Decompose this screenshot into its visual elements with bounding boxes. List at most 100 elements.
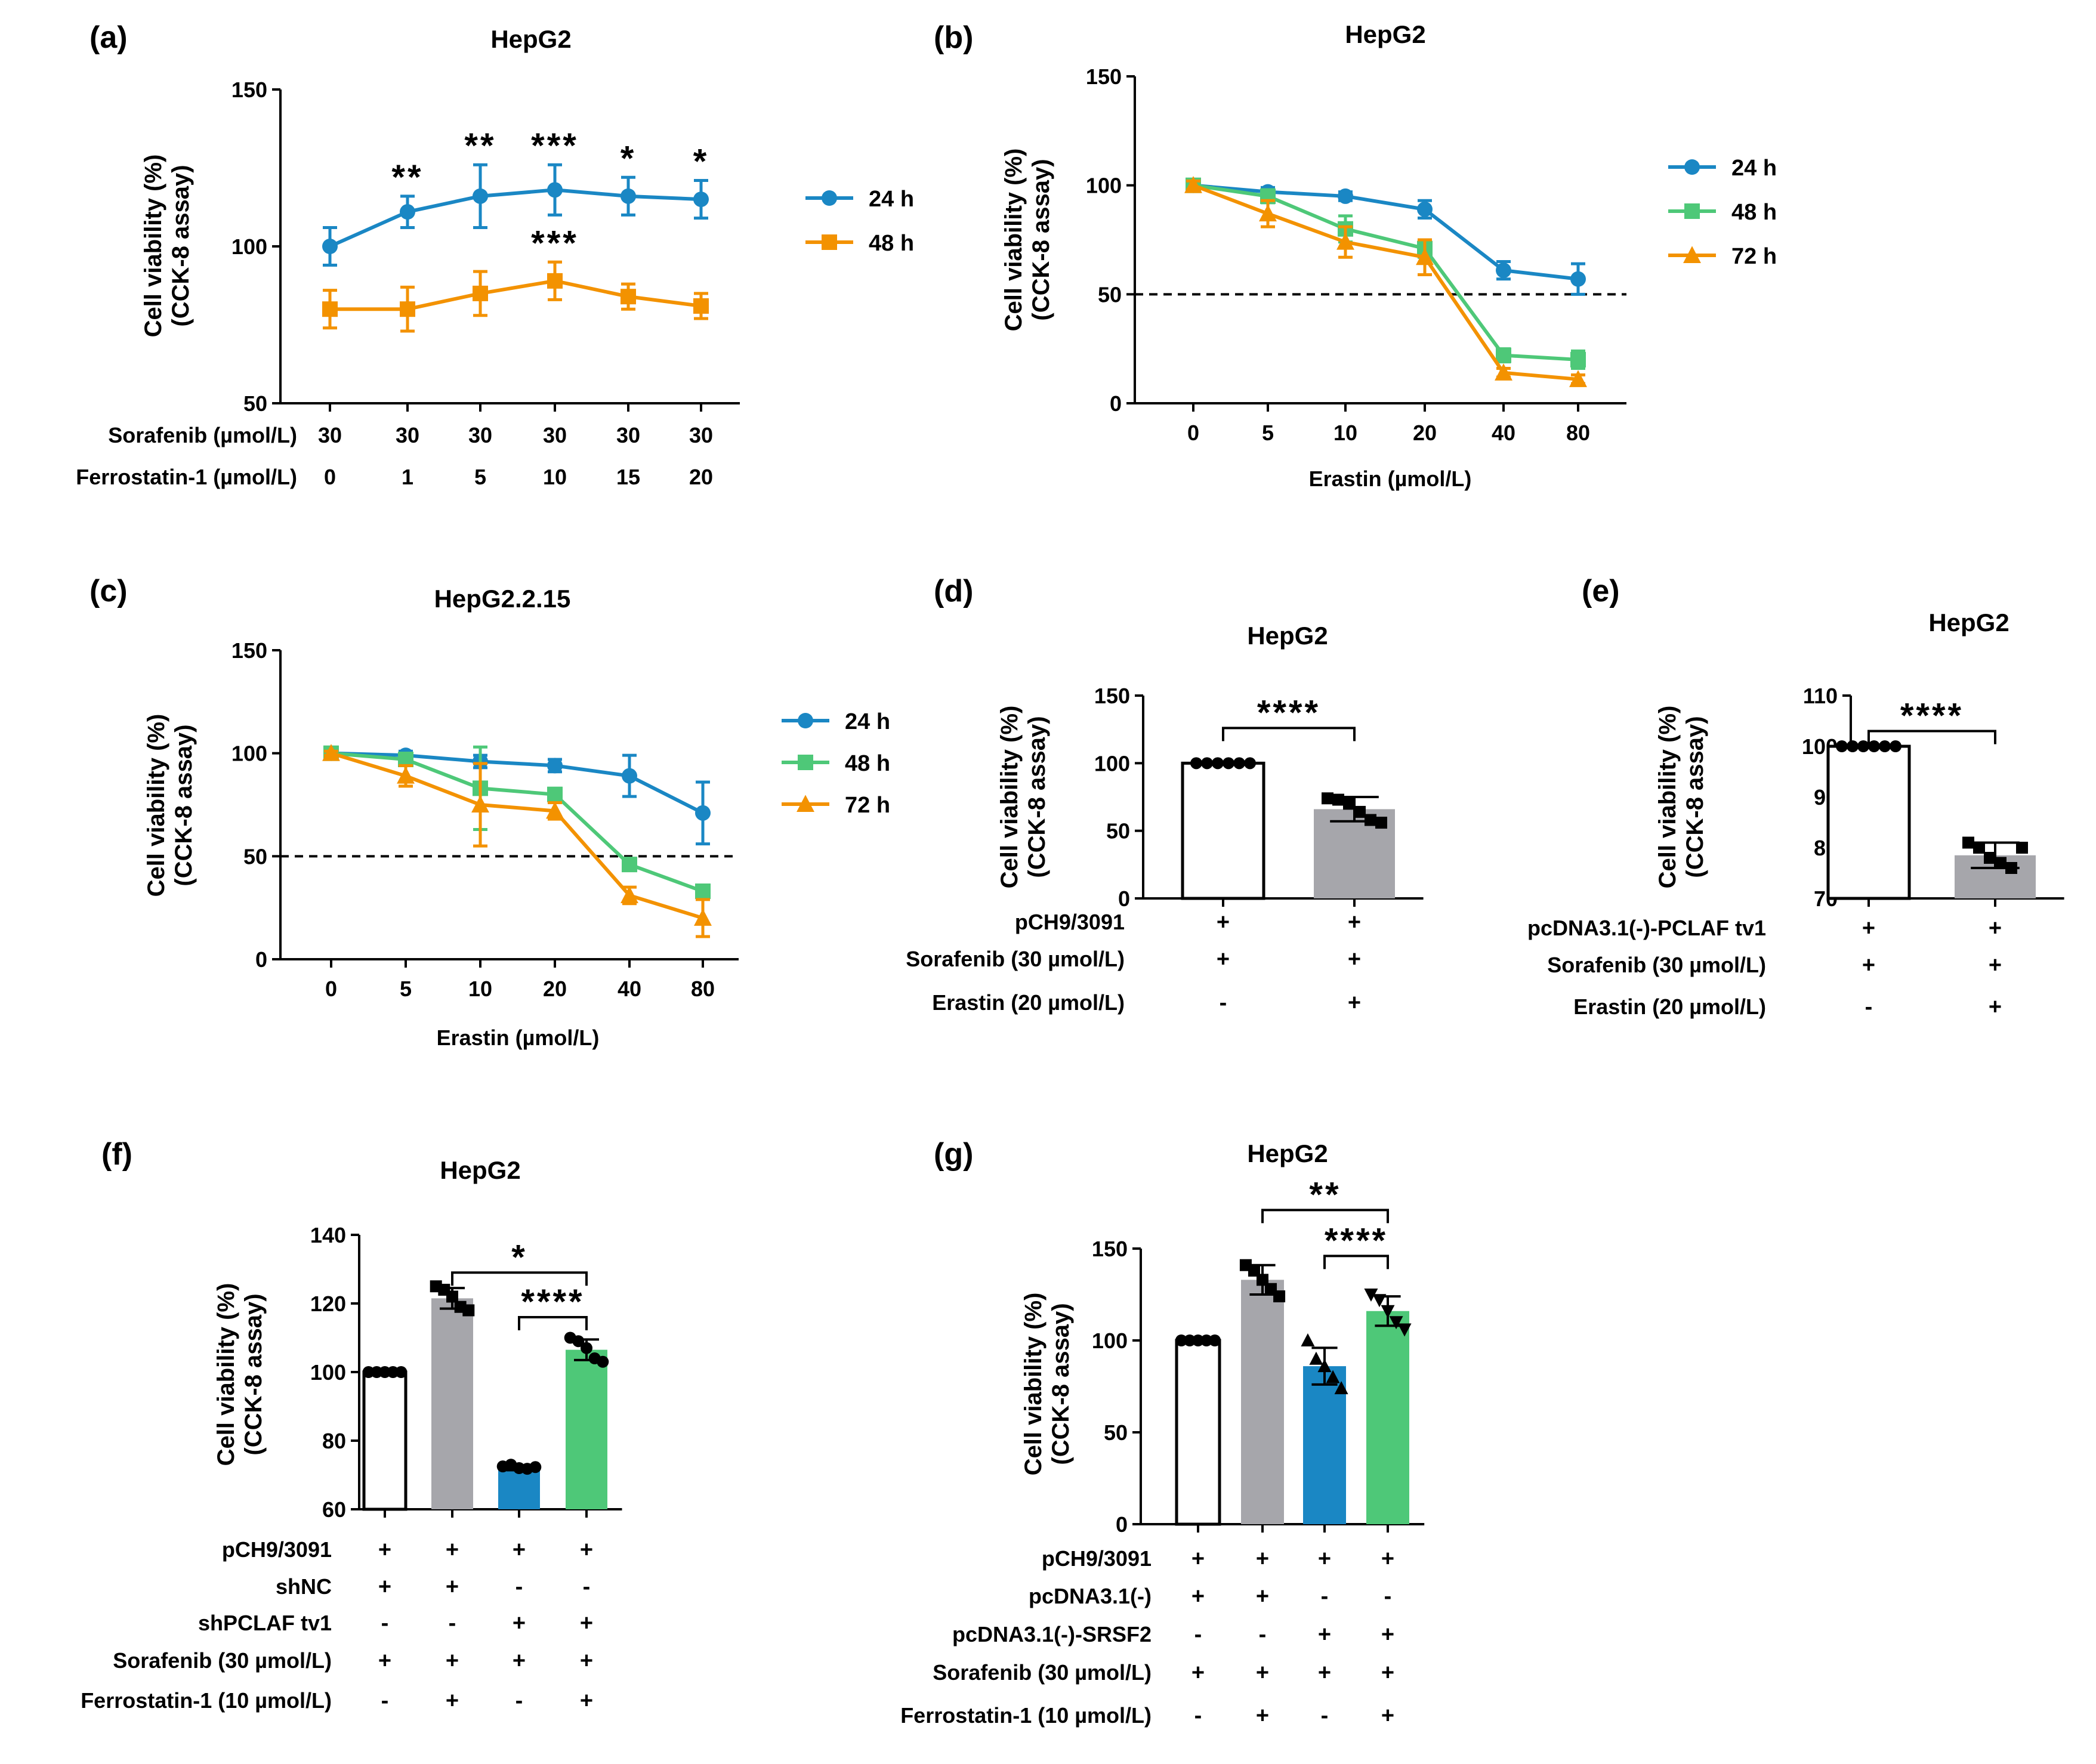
panel-g-significance: **** bbox=[1325, 1221, 1388, 1260]
panel-b-legend-label: 48 h bbox=[1731, 200, 1777, 225]
panel-f-row-value: + bbox=[580, 1611, 593, 1636]
panel-f-row-value: + bbox=[446, 1537, 459, 1562]
panel-b-xtick-label: 40 bbox=[1492, 421, 1515, 445]
panel-g-bracket-line bbox=[1261, 1209, 1389, 1224]
panel-d-ytick-label: 150 bbox=[1094, 684, 1130, 708]
panel-a-row-label: Ferrostatin-1 (µmol/L) bbox=[76, 465, 297, 489]
panel-d-data-point bbox=[1322, 792, 1333, 805]
panel-e-bar-group-1 bbox=[1955, 836, 2036, 907]
panel-a-row-value: 30 bbox=[543, 423, 567, 447]
panel-f-row-value: + bbox=[513, 1648, 526, 1673]
panel-e-data-point bbox=[1857, 740, 1869, 752]
panel-d-row-value: + bbox=[1348, 910, 1361, 935]
panel-g-row-label: pCH9/3091 bbox=[1042, 1546, 1152, 1571]
panel-c-ytick-label: 100 bbox=[231, 742, 267, 766]
panel-f-bar bbox=[498, 1468, 540, 1509]
panel-c-xtick-label: 20 bbox=[543, 977, 567, 1001]
panel-b-legend-marker bbox=[1683, 246, 1701, 263]
panel-b-ytick-label: 150 bbox=[1086, 64, 1122, 89]
panel-b-series-line bbox=[1192, 183, 1579, 381]
panel-b-xtick-label: 80 bbox=[1566, 421, 1590, 445]
panel-b-xlabel: Erastin (µmol/L) bbox=[1309, 467, 1472, 491]
panel-d-bar-group-0 bbox=[1181, 757, 1265, 907]
panel-f-data-point bbox=[462, 1304, 475, 1317]
panel-g-row-label: pcDNA3.1(-)-SRSF2 bbox=[952, 1622, 1152, 1646]
panel-d-title: HepG2 bbox=[1247, 622, 1328, 650]
panel-d-row-value: + bbox=[1348, 990, 1361, 1015]
panel-d-data-point bbox=[1223, 757, 1234, 770]
panel-a-data-point bbox=[547, 273, 563, 289]
panel-f-ylabel: Cell viability (%)(CCK-8 assay) bbox=[213, 1283, 267, 1466]
panel-a-legend-marker bbox=[822, 190, 837, 206]
panel-b-legend-label: 72 h bbox=[1731, 244, 1777, 269]
panel-e-data-point bbox=[1995, 857, 2007, 869]
panel-f-row-label: pCH9/3091 bbox=[222, 1537, 332, 1562]
panel-d-ytick-label: 100 bbox=[1094, 751, 1130, 776]
panel-g-data-point bbox=[1309, 1351, 1323, 1365]
panel-a-ytick-label: 50 bbox=[243, 391, 267, 416]
panel-g-row-value: + bbox=[1256, 1546, 1269, 1571]
panel-a-row-value: 30 bbox=[396, 423, 419, 447]
panel-a-data-point bbox=[473, 285, 488, 301]
panel-b-data-point bbox=[1184, 176, 1202, 193]
panel-g-data-point bbox=[1381, 1305, 1395, 1318]
panel-a-significance: ** bbox=[464, 126, 496, 165]
panel-c-xtick-label: 10 bbox=[468, 977, 492, 1001]
panel-d: (d) HepG2 0 50 100 150 Cell viability (%)(CCK-… bbox=[906, 574, 1424, 1015]
panel-d-data-point bbox=[1212, 757, 1224, 770]
panel-d-data-point bbox=[1375, 817, 1387, 829]
panel-g-data-point bbox=[1209, 1334, 1221, 1346]
panel-b-xtick-label: 0 bbox=[1187, 421, 1199, 445]
panel-c-ylabel: Cell viability (%)(CCK-8 assay) bbox=[143, 714, 197, 897]
panel-b-data-point bbox=[1496, 262, 1511, 279]
panel-c-ytick-label: 150 bbox=[231, 638, 267, 663]
panel-a-row-value: 10 bbox=[543, 465, 567, 489]
panel-g-bar bbox=[1241, 1280, 1284, 1524]
panel-g-significance-bracket: ** bbox=[1261, 1175, 1389, 1224]
panel-f-bar-group-0 bbox=[362, 1366, 408, 1518]
panel-g-data-point bbox=[1273, 1290, 1286, 1303]
panel-e-row-value: + bbox=[1989, 953, 2002, 978]
panel-d-ylabel: Cell viability (%)(CCK-8 assay) bbox=[996, 706, 1050, 889]
panel-f-significance-bracket: **** bbox=[518, 1283, 588, 1330]
panel-g-ylabel: Cell viability (%)(CCK-8 assay) bbox=[1020, 1293, 1074, 1476]
panel-b-title: HepG2 bbox=[1345, 20, 1425, 48]
panel-g-bracket-line bbox=[1323, 1255, 1389, 1269]
panel-f-ytick-label: 140 bbox=[310, 1223, 346, 1247]
panel-g-ytick-label: 150 bbox=[1092, 1237, 1128, 1261]
panel-g-label: (g) bbox=[934, 1137, 973, 1172]
panel-c-data-point bbox=[547, 786, 563, 802]
panel-a-data-point bbox=[547, 182, 563, 198]
panel-b-data-point bbox=[1570, 351, 1586, 367]
panel-g-row-value: + bbox=[1256, 1584, 1269, 1609]
panel-g-data-point bbox=[1317, 1359, 1332, 1373]
panel-e-ylabel: Cell viability (%)(CCK-8 assay) bbox=[1654, 706, 1708, 889]
panel-b-data-point bbox=[1336, 233, 1354, 250]
panel-f-row-value: + bbox=[580, 1648, 593, 1673]
panel-f-row-label: shNC bbox=[276, 1574, 332, 1599]
panel-a-legend-marker bbox=[822, 234, 837, 250]
panel-e-row-label: pcDNA3.1(-)-PCLAF tv1 bbox=[1527, 916, 1766, 940]
panel-b-xtick-label: 10 bbox=[1333, 421, 1357, 445]
panel-b-legend-marker bbox=[1684, 159, 1700, 175]
panel-e-data-point bbox=[2005, 862, 2017, 874]
panel-f-row-value: + bbox=[446, 1648, 459, 1673]
panel-g-row-value: + bbox=[1191, 1660, 1205, 1685]
panel-c-series-line bbox=[331, 751, 703, 920]
panel-e-title: HepG2 bbox=[1928, 608, 2009, 637]
panel-c-label: (c) bbox=[89, 574, 128, 608]
panel-e-data-point bbox=[1973, 842, 1985, 854]
panel-f-data-point bbox=[529, 1461, 542, 1473]
panel-g-row-value: + bbox=[1191, 1546, 1205, 1571]
panel-c-ylabel-line1: Cell viability (%) bbox=[143, 714, 169, 897]
panel-f-row-label: Ferrostatin-1 (10 µmol/L) bbox=[81, 1688, 332, 1713]
panel-b-legend-marker bbox=[1684, 203, 1700, 219]
panel-f-row-value: - bbox=[449, 1611, 456, 1636]
panel-f-ylabel-line2: (CCK-8 assay) bbox=[240, 1293, 267, 1455]
panel-g-data-point bbox=[1334, 1381, 1348, 1395]
panel-f-bracket-line bbox=[451, 1271, 588, 1286]
panel-d-data-point bbox=[1244, 757, 1256, 770]
